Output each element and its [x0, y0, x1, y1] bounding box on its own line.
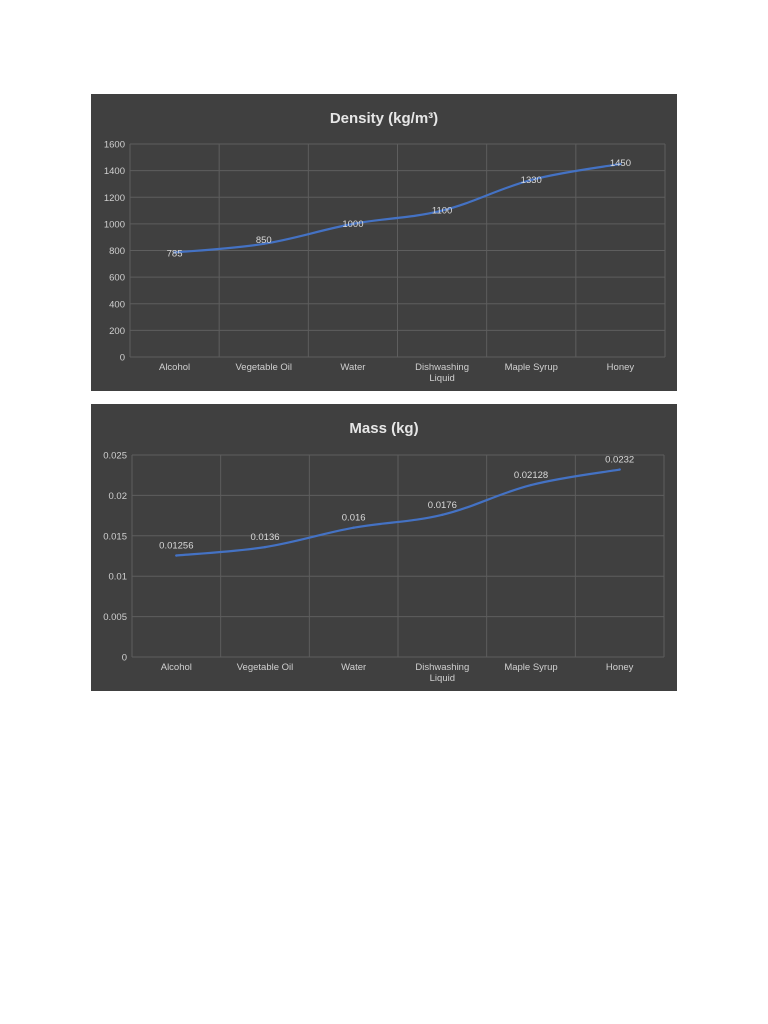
mass-y-tick-label: 0.015: [103, 531, 127, 542]
mass-data-point: [175, 554, 178, 557]
mass-x-tick-label: Liquid: [430, 673, 455, 684]
mass-data-label: 0.016: [342, 513, 366, 524]
density-x-tick-label: Water: [340, 362, 365, 373]
density-y-tick-label: 600: [109, 273, 125, 284]
density-data-point: [619, 162, 622, 166]
mass-data-label: 0.0136: [250, 532, 279, 543]
mass-data-point: [618, 468, 621, 471]
mass-y-tick-label: 0.02: [109, 491, 128, 502]
density-x-tick-label: Alcohol: [159, 362, 190, 373]
density-x-tick-label: Maple Syrup: [505, 362, 558, 373]
mass-y-tick-label: 0.005: [103, 612, 127, 623]
density-y-tick-label: 200: [109, 326, 125, 337]
density-data-label: 1100: [432, 206, 452, 217]
density-data-point: [173, 251, 176, 254]
mass-data-point: [441, 513, 444, 516]
density-data-label: 785: [167, 248, 183, 259]
mass-chart-title: Mass (kg): [349, 420, 418, 437]
mass-data-point: [529, 483, 533, 487]
density-data-point: [530, 178, 533, 182]
density-y-tick-label: 1200: [104, 193, 125, 204]
density-chart-panel: Density (kg/m³) 0 200 400 600 800 1000 1200 140…: [91, 94, 677, 391]
mass-data-point: [352, 526, 355, 529]
density-data-point: [262, 242, 265, 246]
mass-data-label: 0.02128: [514, 470, 548, 481]
density-data-point: [351, 222, 355, 226]
mass-x-tick-label: Dishwashing: [415, 662, 469, 673]
density-series-line: [173, 162, 622, 254]
density-chart: Density (kg/m³) 0 200 400 600 800 1000 1200 140…: [104, 110, 666, 384]
mass-y-tick-label: 0: [122, 653, 127, 664]
density-y-tick-label: 1400: [104, 166, 125, 177]
mass-y-tick-label: 0.025: [103, 451, 127, 462]
density-y-tick-label: 800: [109, 246, 125, 257]
density-data-label: 1450: [610, 158, 631, 169]
mass-data-label: 0.0176: [428, 500, 457, 511]
mass-data-label: 0.01256: [159, 541, 193, 552]
density-data-label: 850: [256, 235, 272, 246]
density-y-tick-label: 1600: [104, 140, 125, 151]
density-y-tick-label: 400: [109, 299, 125, 310]
mass-data-point: [263, 545, 267, 549]
mass-chart-panel: Mass (kg) 0 0.005 0.01 0.015 0.02 0.025 Alcoho…: [91, 404, 677, 691]
mass-x-tick-label: Vegetable Oil: [237, 662, 294, 673]
mass-x-tick-label: Alcohol: [161, 662, 192, 673]
density-data-point: [440, 209, 444, 212]
density-data-label: 1000: [342, 219, 363, 230]
density-x-tick-label: Liquid: [429, 373, 454, 384]
mass-data-label: 0.0232: [605, 455, 634, 466]
density-y-tick-label: 1000: [104, 219, 125, 230]
density-x-tick-label: Vegetable Oil: [235, 362, 292, 373]
density-data-label: 1330: [521, 175, 542, 186]
mass-x-tick-label: Maple Syrup: [504, 662, 557, 673]
mass-chart: Mass (kg) 0 0.005 0.01 0.015 0.02 0.025 Alcoho…: [103, 420, 665, 684]
density-chart-title: Density (kg/m³): [330, 110, 438, 127]
mass-x-tick-label: Honey: [606, 662, 634, 673]
mass-y-tick-label: 0.01: [109, 572, 128, 583]
density-x-tick-label: Dishwashing: [415, 362, 469, 373]
mass-series-line: [175, 468, 621, 557]
mass-x-tick-label: Water: [341, 662, 366, 673]
density-y-tick-label: 0: [120, 353, 125, 364]
density-x-tick-label: Honey: [607, 362, 635, 373]
